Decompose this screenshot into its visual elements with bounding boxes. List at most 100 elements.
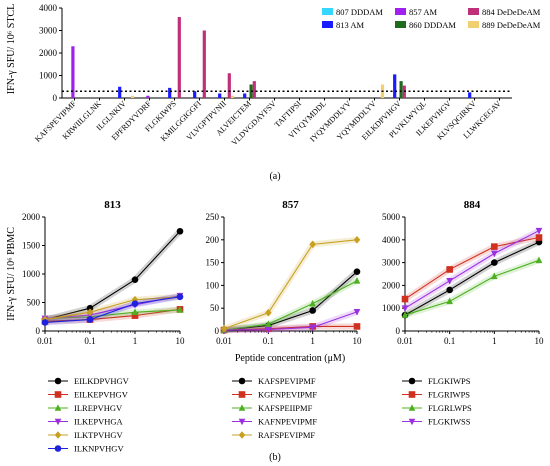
bar xyxy=(252,81,256,98)
data-point xyxy=(446,278,453,285)
legend-marker xyxy=(54,445,62,452)
chart-title: 813 xyxy=(104,199,121,211)
data-point xyxy=(131,312,139,319)
legend-label: 884 DeDeDeAM xyxy=(482,7,541,17)
data-point xyxy=(309,299,316,307)
bar xyxy=(193,91,197,98)
data-point xyxy=(491,272,498,280)
data-point xyxy=(131,300,139,307)
data-point xyxy=(446,286,453,294)
legend-swatch xyxy=(395,21,406,28)
y-tick-label: 0 xyxy=(36,326,41,336)
legend-marker xyxy=(408,404,416,411)
y-tick-label: 4000 xyxy=(382,235,401,245)
series-line xyxy=(404,241,540,316)
data-point xyxy=(353,268,361,276)
y-tick-label: 2000 xyxy=(382,280,401,290)
bar xyxy=(393,74,397,98)
legend-label: ILREPVHGV xyxy=(74,403,123,413)
bar xyxy=(118,86,122,98)
legend-label: EILKEPVHGV xyxy=(74,390,129,400)
legend-marker xyxy=(408,377,416,385)
y-tick-label: 1000 xyxy=(382,303,401,313)
data-point xyxy=(265,320,272,327)
x-tick-label: 0.1 xyxy=(444,336,455,346)
chart-title: 857 xyxy=(282,199,299,211)
data-point xyxy=(131,308,139,315)
x-tick-label: 10 xyxy=(353,336,363,346)
legend-label: KAFSPEVIPMF xyxy=(258,376,316,386)
legend-swatch xyxy=(468,8,479,15)
x-tick-label: 1 xyxy=(492,336,497,346)
x-tick-label: 0.01 xyxy=(216,336,232,346)
data-point xyxy=(265,326,272,334)
x-tick-label: KAFSPEVIPMF xyxy=(33,99,78,144)
y-tick-label: 100 xyxy=(206,280,220,290)
x-tick-label: VLDVGDAYFSV xyxy=(230,99,278,147)
data-point xyxy=(401,311,409,318)
series-line xyxy=(223,280,358,331)
series-line xyxy=(44,296,181,323)
data-point xyxy=(220,324,228,333)
data-point xyxy=(535,234,543,241)
legend-marker xyxy=(408,391,416,398)
line-chart-857: 857 0 50 100 150 200 250 0.01 0.1 1 10 xyxy=(206,199,363,346)
line-chart-884: 884 0 1000 2000 3000 4000 5000 0.01 0.1 1 10 xyxy=(382,199,544,346)
legend-884: FLGKIWPS FLGRIWPS FLGRLWPS FLGKIWSS xyxy=(402,376,472,427)
legend-label: RAFSPEVIPMF xyxy=(258,430,315,440)
y-tick-label: 4000 xyxy=(39,3,58,13)
bar xyxy=(202,30,206,98)
y-tick-label: 3000 xyxy=(39,26,58,36)
y-tick-label: 2000 xyxy=(39,48,58,58)
data-point xyxy=(176,293,184,301)
legend-label: KAFNPEVIPMF xyxy=(258,417,317,427)
legend-label: FLGKIWSS xyxy=(428,417,471,427)
legend-label: ILKNPVHGV xyxy=(74,444,124,454)
bar xyxy=(230,95,235,98)
data-point xyxy=(86,304,94,312)
legend-label: 860 DDDAM xyxy=(409,20,456,30)
legend-swatch xyxy=(395,8,406,15)
data-point xyxy=(309,324,316,332)
data-point xyxy=(535,227,543,235)
x-axis-title: Peptide concentration (μM) xyxy=(235,353,345,364)
data-point xyxy=(401,305,409,312)
legend-marker xyxy=(238,418,246,426)
data-point xyxy=(353,236,361,244)
legend-label: KAFSPEIIPMF xyxy=(258,403,313,413)
bar xyxy=(168,87,172,98)
legend-marker xyxy=(408,418,416,426)
bar xyxy=(468,92,472,98)
legend-label: ILKEPVHGA xyxy=(74,417,123,427)
data-point xyxy=(131,295,139,304)
bar xyxy=(146,95,150,98)
legend-swatch xyxy=(322,21,333,28)
legend-label: 813 AM xyxy=(336,20,365,30)
x-tick-label: 1 xyxy=(310,336,315,346)
legend-swatch xyxy=(468,21,479,28)
legend-label: EILKDPVHGV xyxy=(74,376,130,386)
data-point xyxy=(131,276,139,284)
x-tick-label: 10 xyxy=(535,336,545,346)
bar xyxy=(243,93,247,98)
x-tick-label: 1 xyxy=(133,336,138,346)
legend-label: FLGRIWPS xyxy=(428,390,470,400)
y-tick-label: 0 xyxy=(396,326,401,336)
x-tick-label: 0.1 xyxy=(263,336,274,346)
legend-label: 889 DeDeDeAM xyxy=(482,20,541,30)
data-point xyxy=(491,243,498,250)
data-point xyxy=(86,316,94,323)
y-tick-label: 500 xyxy=(27,298,41,308)
legend-marker xyxy=(238,431,246,439)
series-line xyxy=(223,271,358,331)
y-tick-label: 2000 xyxy=(22,212,41,222)
legend-marker xyxy=(238,404,246,411)
data-point xyxy=(309,240,316,249)
data-point xyxy=(41,319,49,326)
panel-a-label: (a) xyxy=(269,171,280,182)
data-point xyxy=(401,295,409,303)
legend-label: 807 DDDAM xyxy=(336,7,383,17)
legend-marker xyxy=(54,391,62,398)
bar xyxy=(177,17,181,98)
